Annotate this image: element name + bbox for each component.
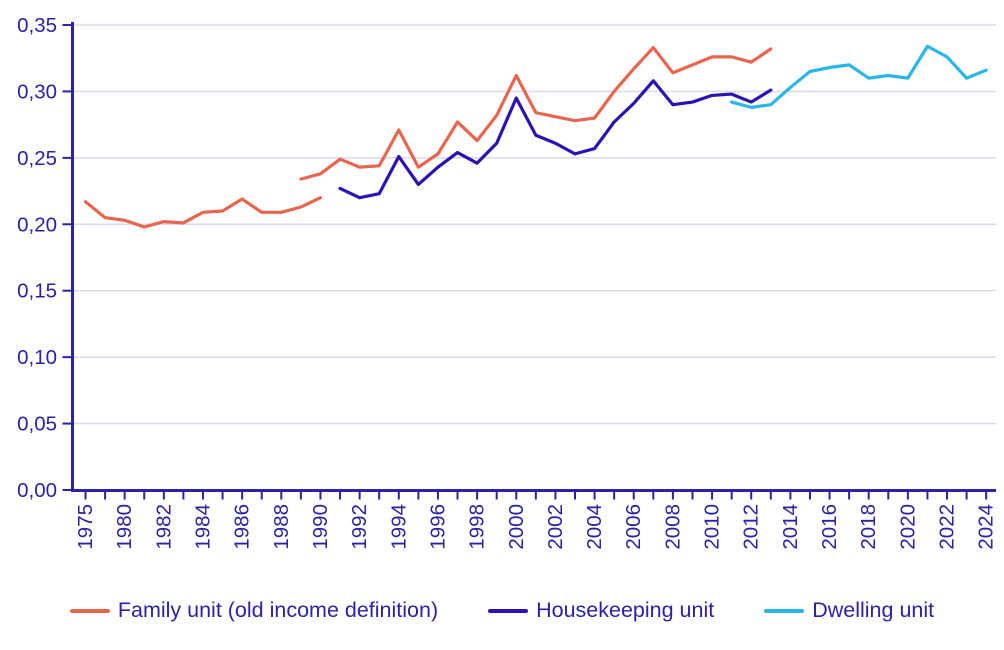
x-axis-label: 2004 <box>583 504 606 550</box>
dwelling-unit-line-swatch <box>764 608 805 613</box>
x-axis-label: 1994 <box>387 504 410 550</box>
housekeeping-unit-line-swatch <box>488 608 529 613</box>
y-axis-label: 0,00 <box>17 479 57 502</box>
x-axis-label: 2010 <box>701 504 724 550</box>
legend-item-dwelling-unit: Dwelling unit <box>764 598 934 623</box>
x-axis-label: 2000 <box>505 504 528 550</box>
x-axis-label: 2016 <box>818 504 841 550</box>
x-axis-label: 2008 <box>661 504 684 550</box>
family-unit-line <box>83 196 323 229</box>
x-axis-label: 2002 <box>544 504 567 550</box>
x-axis-label: 2012 <box>740 504 763 550</box>
dwelling-unit-line <box>730 44 988 109</box>
y-axis-label: 0,15 <box>17 280 57 303</box>
x-axis-label: 1984 <box>191 504 214 550</box>
chart-legend: Family unit (old income definition) Hous… <box>0 598 1004 623</box>
x-axis-label: 1988 <box>270 504 293 550</box>
x-axis-label: 1996 <box>426 504 449 550</box>
x-axis-label: 2014 <box>779 504 802 550</box>
family-unit-line-swatch <box>69 608 110 613</box>
x-axis-label: 1980 <box>113 504 136 550</box>
x-axis-label: 1998 <box>466 504 489 550</box>
x-axis-label: 2020 <box>896 504 919 550</box>
legend-label-dwelling-unit: Dwelling unit <box>812 598 935 622</box>
y-axis-label: 0,30 <box>17 80 57 103</box>
legend-item-housekeeping-unit: Housekeeping unit <box>488 598 714 623</box>
x-axis-label: 1986 <box>231 504 254 550</box>
y-axis-label: 0,05 <box>17 413 57 436</box>
x-axis-label: 2006 <box>622 504 645 550</box>
y-axis-label: 0,35 <box>17 14 57 37</box>
line-chart-plot: 0,00 0,05 0,10 0,15 0,20 0,25 0,30 0,35 1975 1980… <box>17 14 998 550</box>
x-axis-label: 2018 <box>857 504 880 550</box>
x-axis-label: 1982 <box>152 504 175 550</box>
x-axis-label: 2022 <box>936 504 959 550</box>
y-axis-label: 0,20 <box>17 213 57 236</box>
x-axis-label: 1992 <box>348 504 371 550</box>
family-unit-line <box>299 45 773 181</box>
y-axis-label: 0,10 <box>17 346 57 369</box>
legend-label-housekeeping-unit: Housekeeping unit <box>536 598 715 622</box>
x-axis-label: 1990 <box>309 504 332 550</box>
y-axis-label: 0,25 <box>17 147 57 170</box>
housekeeping-unit-line <box>338 79 773 200</box>
legend-item-family-unit: Family unit (old income definition) <box>69 598 439 623</box>
legend-label-family-unit: Family unit (old income definition) <box>117 598 439 622</box>
x-axis-label: 2024 <box>975 504 998 550</box>
x-axis-label: 1975 <box>74 504 97 550</box>
